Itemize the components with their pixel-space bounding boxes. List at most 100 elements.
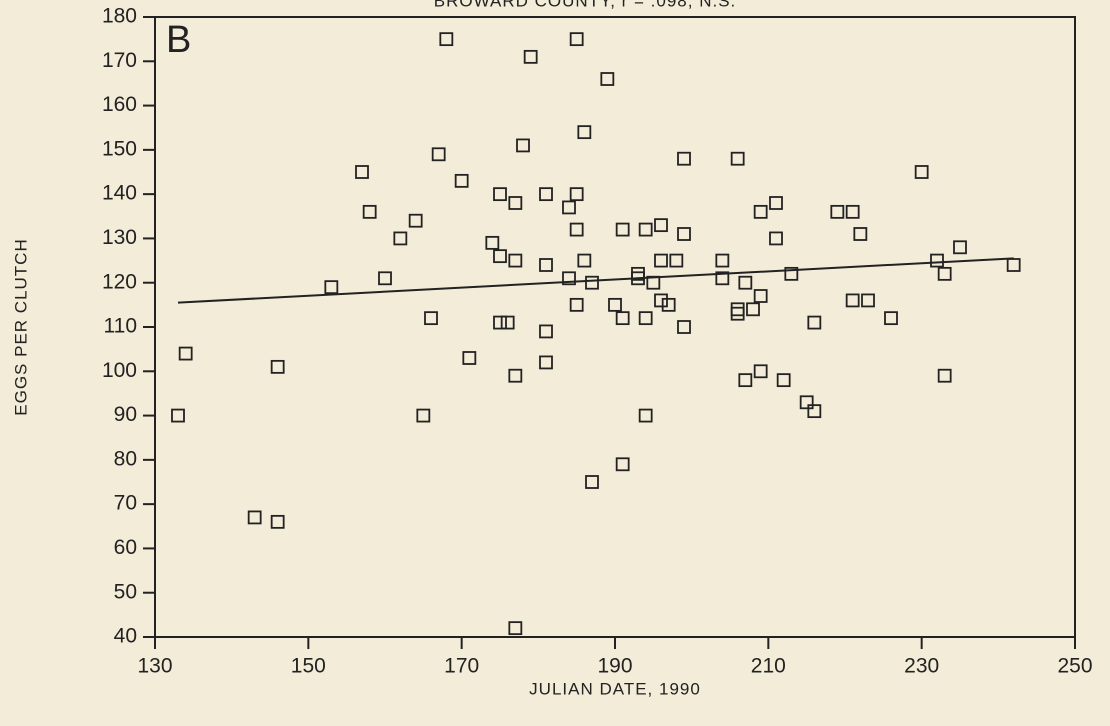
y-tick-label: 110 <box>104 315 137 338</box>
point <box>738 373 753 388</box>
x-tick-label: 250 <box>1057 655 1092 678</box>
point <box>738 275 753 290</box>
point <box>362 204 377 219</box>
point <box>730 151 745 166</box>
point <box>661 297 676 312</box>
point <box>585 475 599 489</box>
point <box>654 293 668 308</box>
point <box>508 253 523 268</box>
point <box>845 204 860 219</box>
y-tick-label: 170 <box>102 49 137 72</box>
point <box>516 138 530 153</box>
point <box>378 271 392 286</box>
y-tick-label: 50 <box>114 580 137 603</box>
point <box>615 222 630 237</box>
point <box>355 165 369 179</box>
trend-line <box>177 257 1014 304</box>
x-tick-label: 150 <box>291 655 326 678</box>
x-tick-label: 230 <box>904 655 939 678</box>
point <box>799 395 814 410</box>
point <box>677 320 691 334</box>
point <box>937 266 952 281</box>
point <box>562 200 576 215</box>
point <box>953 240 967 255</box>
point <box>937 368 952 383</box>
point <box>393 231 408 246</box>
y-tick-label: 120 <box>102 270 137 293</box>
point <box>493 315 507 330</box>
point <box>508 368 523 383</box>
point <box>669 253 684 268</box>
point <box>677 151 691 166</box>
point <box>569 222 584 237</box>
y-tick-label: 160 <box>102 93 137 116</box>
point <box>753 204 768 219</box>
point <box>424 311 438 326</box>
y-tick-label: 130 <box>102 226 137 249</box>
point <box>431 147 446 162</box>
point <box>845 293 860 308</box>
point <box>853 227 868 241</box>
point <box>914 165 929 179</box>
point <box>539 324 553 339</box>
point <box>615 457 630 472</box>
panel-label: B <box>166 19 191 61</box>
point <box>638 408 653 423</box>
point <box>539 187 553 202</box>
point <box>569 32 584 47</box>
point <box>493 187 507 202</box>
point <box>654 218 668 233</box>
point <box>930 253 944 268</box>
point <box>715 253 730 268</box>
point <box>600 72 615 86</box>
point <box>493 249 507 264</box>
point <box>270 514 285 529</box>
y-tick-label: 90 <box>114 403 137 426</box>
point <box>654 253 668 268</box>
point <box>769 231 783 246</box>
x-tick-label: 130 <box>137 655 172 678</box>
y-tick-label: 100 <box>102 359 137 382</box>
x-tick-label: 210 <box>751 655 786 678</box>
point <box>861 293 875 308</box>
point <box>807 404 822 419</box>
point <box>416 408 431 423</box>
point <box>769 196 783 210</box>
point <box>324 280 339 295</box>
point <box>408 213 423 228</box>
point <box>508 196 523 210</box>
point <box>585 275 599 290</box>
x-axis-label: JULIAN DATE, 1990 <box>529 679 701 698</box>
y-tick-label: 150 <box>102 137 137 160</box>
point <box>562 271 576 286</box>
point <box>500 315 515 330</box>
point <box>884 311 898 326</box>
point <box>462 351 477 365</box>
point <box>178 346 193 361</box>
point <box>753 289 768 303</box>
x-tick-label: 190 <box>597 655 632 678</box>
y-tick-label: 70 <box>114 492 137 515</box>
point <box>715 271 730 286</box>
y-tick-label: 180 <box>102 5 137 28</box>
point <box>615 311 630 326</box>
point <box>569 187 584 202</box>
point <box>454 173 469 188</box>
point <box>830 204 845 219</box>
point <box>577 125 592 140</box>
point <box>171 408 185 423</box>
y-tick-label: 80 <box>114 447 137 470</box>
y-tick-label: 140 <box>102 182 137 205</box>
point <box>784 266 799 281</box>
x-tick-label: 170 <box>444 655 479 678</box>
point <box>608 297 622 312</box>
point <box>753 364 768 379</box>
y-axis-label: EGGS PER CLUTCH <box>11 238 30 415</box>
point <box>776 373 791 388</box>
chart-title: BROWARD COUNTY, r = .098, N.S. <box>434 0 737 10</box>
point <box>539 258 553 272</box>
point <box>577 253 592 268</box>
point <box>730 306 745 321</box>
